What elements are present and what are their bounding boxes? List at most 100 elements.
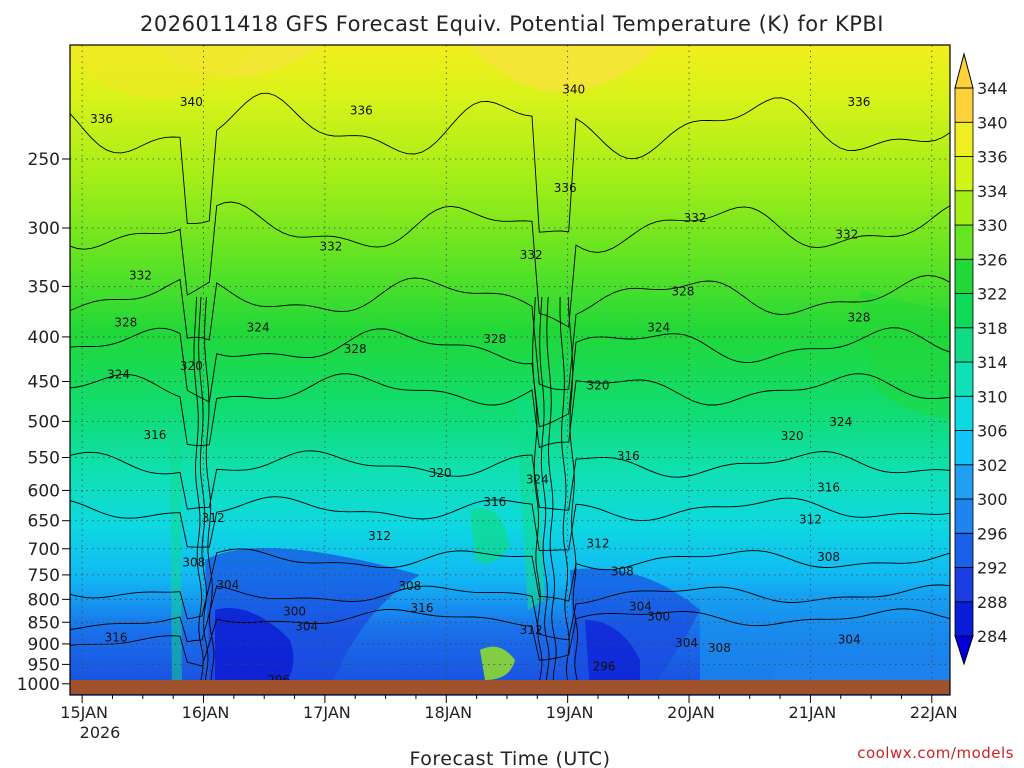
colorbar: 284 288 292 296 300 302 306 310 314 318 322 326 330 3…: [954, 52, 1008, 666]
contour-label: 300: [647, 609, 670, 623]
contour-label: 300: [283, 604, 306, 618]
y-tick-label: 1000: [17, 675, 60, 695]
colorbar-tick-label: 300: [977, 490, 1008, 509]
colorbar-swatch: [954, 567, 974, 603]
contour-label: 312: [520, 623, 543, 637]
x-tick-label: 17JAN: [303, 703, 351, 722]
contour-label: 308: [182, 556, 205, 570]
contour-label: 332: [520, 248, 543, 262]
contour-label: 328: [483, 332, 506, 346]
contour-lines: [70, 92, 950, 692]
contour-label: 328: [848, 311, 871, 325]
frontal-contour-line: [193, 296, 204, 692]
colorbar-tick-label: 288: [977, 593, 1008, 612]
contour-line-300: [70, 608, 950, 667]
contour-label: 332: [129, 268, 152, 282]
y-tick-label: 550: [28, 448, 60, 468]
contour-label: 332: [684, 211, 707, 225]
contour-line-328: [70, 274, 950, 391]
colorbar-swatch: [954, 258, 974, 294]
colorbar-swatch: [954, 156, 974, 192]
deep-moist-area: [860, 290, 950, 420]
x-tick-label: 22JAN: [910, 703, 958, 722]
y-tick-label: 850: [28, 613, 60, 633]
colorbar-swatch: [954, 121, 974, 157]
upper-warm-blob: [470, 45, 660, 93]
plot-area: 336 340 336 340 336 336 332 332 332 332 332 328 328 3…: [70, 45, 950, 695]
colorbar-tick-label: 306: [977, 422, 1008, 441]
y-tick-label: 650: [28, 512, 60, 532]
contour-label: 316: [817, 480, 840, 494]
contour-label: 336: [90, 112, 113, 126]
frontal-contour-line: [546, 296, 557, 692]
contour-label: 328: [672, 285, 695, 299]
contour-line-320: [70, 373, 950, 449]
contour-label: 308: [398, 579, 421, 593]
colorbar-swatch: [954, 395, 974, 431]
cold-pool-core: [215, 608, 294, 690]
x-axis: 15JAN 16JAN 17JAN 18JAN 19JAN 20JAN 21JAN 22JAN: [60, 695, 958, 722]
colorbar-swatch: [954, 224, 974, 260]
frontal-contour-line: [559, 296, 571, 692]
colorbar-tick-label: 314: [977, 353, 1008, 372]
contour-labels: 336 340 336 340 336 336 332 332 332 332 332 328 328 3…: [90, 82, 870, 692]
upper-warm-blob: [70, 45, 260, 100]
source-credit: coolwx.com/models: [857, 744, 1014, 762]
contour-label: 324: [647, 320, 670, 334]
dry-notch: [170, 420, 182, 690]
x-tick-label: 20JAN: [667, 703, 715, 722]
contour-label: 296: [593, 659, 616, 673]
x-tick-label: 15JAN: [60, 703, 108, 722]
frontal-contour-line: [567, 296, 580, 692]
contour-line-336: [70, 92, 950, 233]
y-axis: 2503003504004505005506006507007508008509…: [17, 150, 70, 695]
contour-label: 320: [587, 379, 610, 393]
contour-label: 320: [781, 429, 804, 443]
dry-notch: [515, 400, 545, 610]
contour-label: 336: [848, 95, 871, 109]
contour-label: 316: [617, 449, 640, 463]
colorbar-low-arrow: [954, 635, 974, 666]
colorbar-tick-label: 292: [977, 559, 1008, 578]
contour-label: 324: [247, 320, 270, 334]
contour-label: 332: [835, 227, 858, 241]
colorbar-tick-label: 322: [977, 285, 1008, 304]
colorbar-swatch: [954, 464, 974, 500]
ground-surface: [70, 680, 950, 694]
colorbar-swatch: [954, 87, 974, 123]
contour-line-308: [70, 548, 950, 620]
contour-label: 316: [483, 495, 506, 509]
y-tick-label: 500: [28, 412, 60, 432]
x-axis-year-label: 2026: [80, 723, 121, 742]
colorbar-swatch: [954, 498, 974, 534]
contour-label: 316: [144, 428, 167, 442]
y-tick-label: 300: [28, 219, 60, 239]
colorbar-swatch: [954, 361, 974, 397]
colorbar-tick-label: 344: [977, 79, 1008, 98]
contour-label: 308: [817, 550, 840, 564]
contour-label: 324: [107, 368, 130, 382]
contour-label: 328: [344, 342, 367, 356]
contour-label: 312: [799, 513, 822, 527]
x-axis-title: Forecast Time (UTC): [410, 748, 611, 768]
y-tick-label: 400: [28, 328, 60, 348]
colorbar-tick-label: 284: [977, 627, 1008, 646]
contour-label: 312: [202, 511, 225, 525]
contour-label: 304: [675, 636, 698, 650]
x-tick-label: 21JAN: [789, 703, 837, 722]
colorbar-swatch: [954, 293, 974, 329]
colorbar-tick-label: 318: [977, 319, 1008, 338]
frontal-contour-line: [539, 296, 550, 692]
contour-line-312: [70, 496, 950, 551]
cool-shelf: [770, 645, 950, 690]
contour-label: 316: [105, 631, 128, 645]
contour-label: 308: [611, 564, 634, 578]
colorbar-swatch: [954, 327, 974, 363]
contour-line-332: [70, 201, 950, 328]
contour-label: 308: [708, 641, 731, 655]
contour-label: 332: [320, 239, 343, 253]
contour-label: 316: [411, 601, 434, 615]
colorbar-tick-label: 336: [977, 148, 1008, 167]
y-tick-label: 350: [28, 277, 60, 297]
